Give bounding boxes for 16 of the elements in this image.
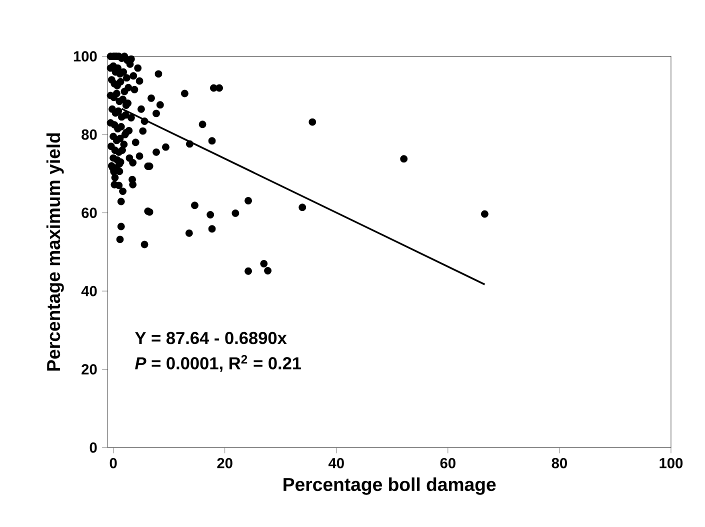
x-tick-label: 80 [552, 458, 567, 468]
y-tick-label: 40 [81, 286, 97, 296]
y-axis-title: Percentage maximum yield [46, 133, 64, 371]
annotation: P = 0.0001, R$^{2}$ = 0.21 [135, 355, 302, 372]
x-tick-label: 0 [110, 458, 117, 468]
y-tick-label: 100 [74, 51, 97, 62]
x-axis-title: Percentage boll damage [284, 477, 496, 495]
x-tick-label: 40 [328, 458, 344, 468]
y-tick-label: 80 [82, 129, 97, 140]
y-tick-label: 0 [90, 442, 97, 453]
annotation: Y = 87.64 - 0.6890x [135, 332, 287, 344]
x-tick-label: 60 [440, 458, 456, 468]
x-tick-label: 20 [217, 458, 232, 468]
y-tick-label: 60 [82, 208, 97, 218]
x-tick-label: 100 [660, 458, 683, 468]
y-tick-label: 20 [82, 364, 97, 375]
